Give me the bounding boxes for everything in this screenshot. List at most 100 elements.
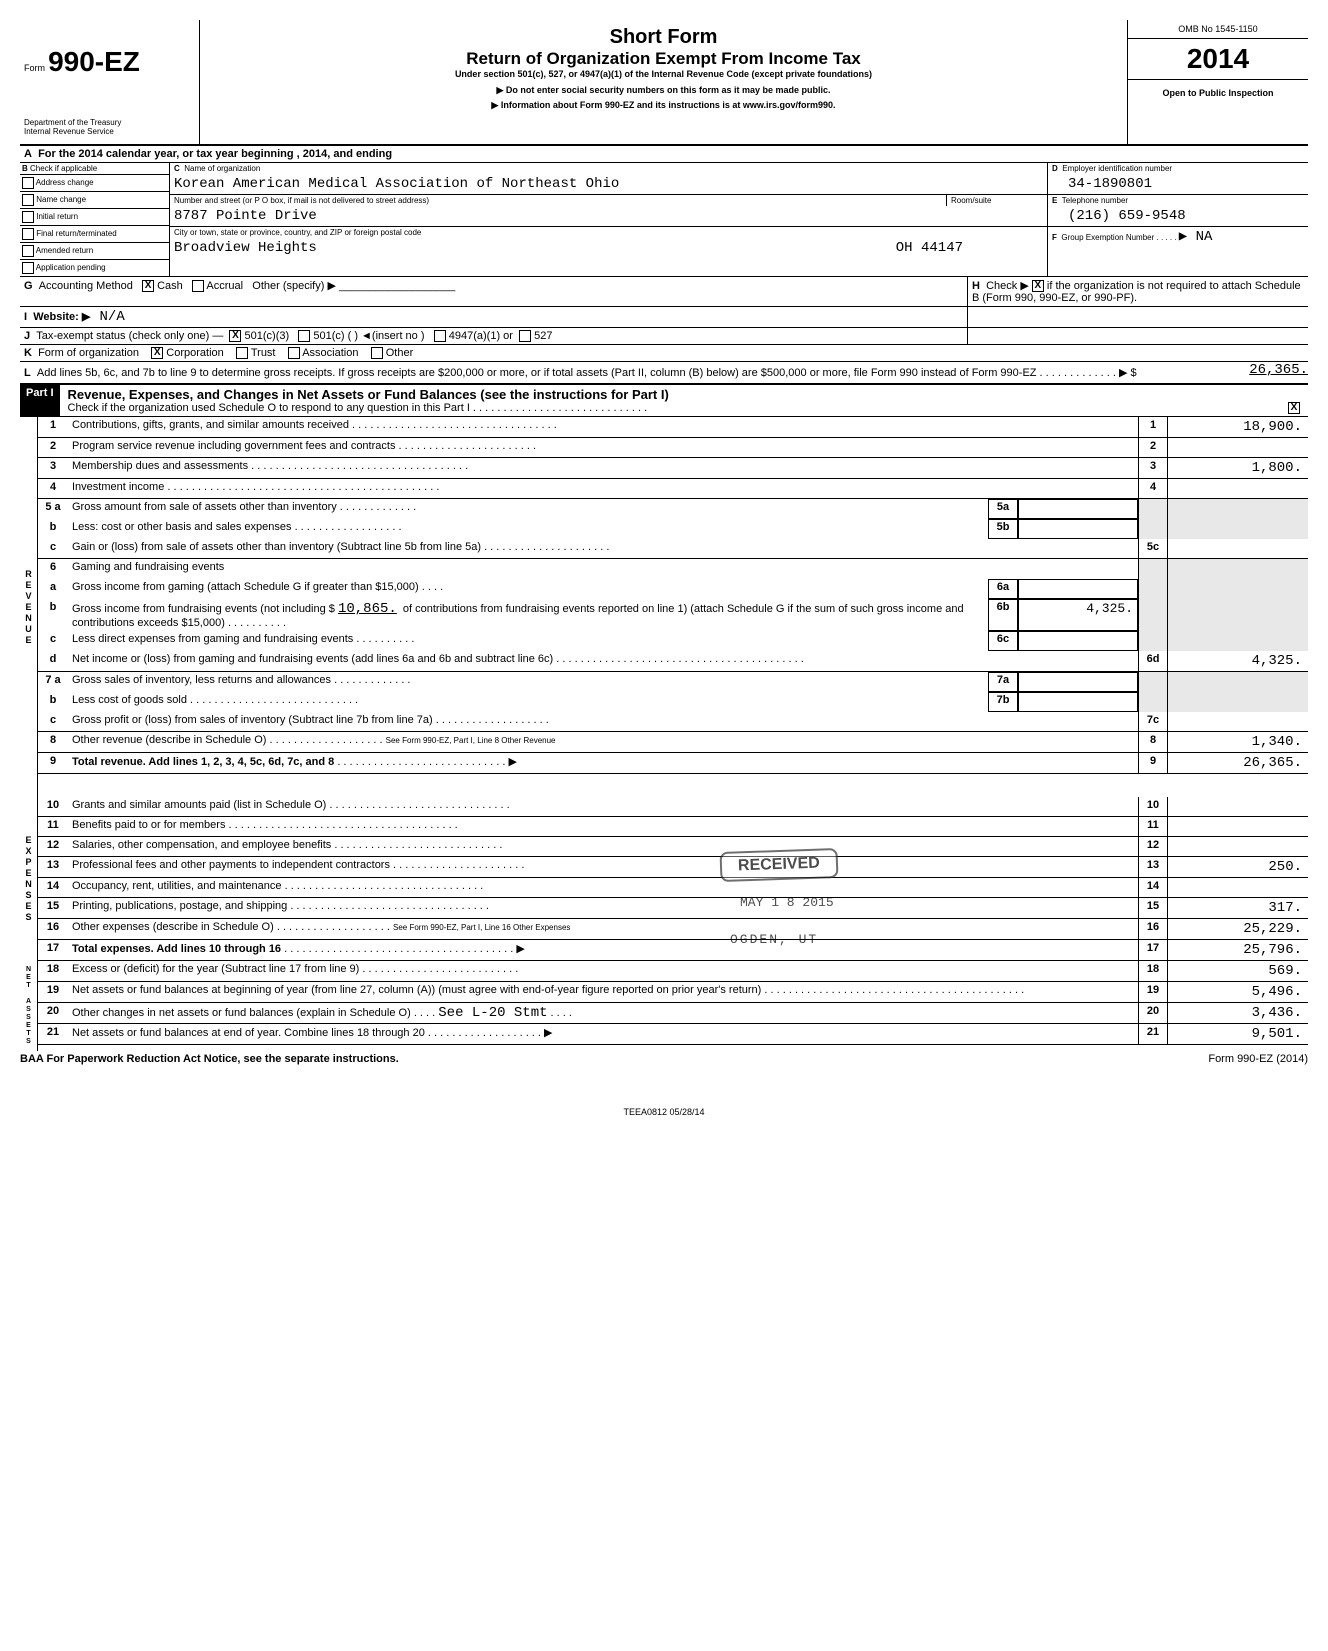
part1-checknote: Check if the organization used Schedule … [68, 402, 470, 414]
line-k: K Form of organization X Corporation Tru… [20, 344, 1308, 362]
line-1: 1 Contributions, gifts, grants, and simi… [38, 417, 1308, 438]
line-6b: b Gross income from fundraising events (… [38, 599, 1308, 631]
chk-pending[interactable] [22, 262, 34, 274]
l2-box: 2 [1138, 438, 1168, 457]
note-no-ssn: ▶ Do not enter social security numbers o… [210, 85, 1117, 96]
chk-name-change[interactable] [22, 194, 34, 206]
chk-addr-change[interactable] [22, 177, 34, 189]
l1-amt: 18,900. [1168, 417, 1308, 437]
side-netassets: NET ASSETS [20, 961, 38, 1051]
line-6a: a Gross income from gaming (attach Sched… [38, 579, 1308, 599]
chk-assoc[interactable] [288, 347, 300, 359]
irs-label: Internal Revenue Service [24, 127, 195, 136]
lbl-assoc: Association [302, 347, 358, 359]
l12-amt [1168, 837, 1308, 856]
group-exempt-value: ▶ NA [1179, 229, 1213, 245]
lbl-phone: Telephone number [1062, 196, 1128, 205]
lbl-side-net: NET ASSETS [25, 966, 32, 1046]
form-number: 990-EZ [48, 46, 140, 77]
line-4: 4 Investment income . . . . . . . . . . … [38, 479, 1308, 499]
lbl-cash: Cash [157, 280, 183, 292]
line-5a: 5 a Gross amount from sale of assets oth… [38, 499, 1308, 519]
line-10: 10 Grants and similar amounts paid (list… [38, 797, 1308, 817]
revenue-section: REVENUE 1 Contributions, gifts, grants, … [20, 417, 1308, 797]
lbl-side-revenue: REVENUE [24, 569, 34, 646]
stamp-date: MAY 1 8 2015 [740, 895, 834, 910]
l6c-ibox: 6c [988, 631, 1018, 651]
side-revenue: REVENUE [20, 417, 38, 797]
lbl-room: Room/suite [947, 195, 1047, 206]
form-header: Form 990-EZ Department of the Treasury I… [20, 20, 1308, 146]
line-19: 19 Net assets or fund balances at beginn… [38, 982, 1308, 1003]
part1-title: Revenue, Expenses, and Changes in Net As… [68, 387, 669, 402]
line-6: 6 Gaming and fundraising events [38, 559, 1308, 579]
l7c-box: 7c [1138, 712, 1168, 731]
l13-amt: 250. [1168, 857, 1308, 877]
l16-desc: Other expenses (describe in Schedule O) [72, 921, 274, 933]
net-assets-section: NET ASSETS 18 Excess or (deficit) for th… [20, 961, 1308, 1051]
l8-amt: 1,340. [1168, 732, 1308, 752]
l17-amt: 25,796. [1168, 940, 1308, 960]
form-label: Form [24, 63, 45, 73]
l9-desc: Total revenue. Add lines 1, 2, 3, 4, 5c,… [72, 756, 334, 768]
side-expenses: EXPENSES [20, 797, 38, 961]
l5c-desc: Gain or (loss) from sale of assets other… [72, 541, 481, 553]
chk-initial[interactable] [22, 211, 34, 223]
l7a-ibox: 7a [988, 672, 1018, 692]
line-a: A For the 2014 calendar year, or tax yea… [20, 146, 1308, 163]
tax-year: 2014 [1128, 39, 1308, 80]
l15-box: 15 [1138, 898, 1168, 918]
l20-desc: Other changes in net assets or fund bala… [72, 1007, 411, 1019]
l6c-desc: Less direct expenses from gaming and fun… [72, 633, 353, 645]
chk-501c3[interactable]: X [229, 330, 241, 342]
chk-4947[interactable] [434, 330, 446, 342]
l7c-amt [1168, 712, 1308, 731]
chk-trust[interactable] [236, 347, 248, 359]
line-13: 13 Professional fees and other payments … [38, 857, 1308, 878]
line-16: 16 Other expenses (describe in Schedule … [38, 919, 1308, 940]
l6c-iamt [1018, 631, 1138, 651]
chk-accrual[interactable] [192, 280, 204, 292]
lbl-name-change: Name change [36, 195, 86, 204]
lbl-accrual: Accrual [206, 280, 243, 292]
chk-final[interactable] [22, 228, 34, 240]
chk-527[interactable] [519, 330, 531, 342]
l6d-box: 6d [1138, 651, 1168, 671]
website-value: N/A [100, 309, 125, 325]
chk-cash[interactable]: X [142, 280, 154, 292]
phone-value: (216) 659-9548 [1048, 206, 1308, 227]
title-short: Short Form [210, 26, 1117, 49]
l5a-ibox: 5a [988, 499, 1018, 519]
l18-amt: 569. [1168, 961, 1308, 981]
title-main: Return of Organization Exempt From Incom… [210, 49, 1117, 69]
lbl-501c: 501(c) ( ) ◄(insert no ) [313, 330, 424, 342]
l12-box: 12 [1138, 837, 1168, 856]
omb-number: OMB No 1545-1150 [1128, 20, 1308, 39]
chk-h[interactable]: X [1032, 280, 1044, 292]
chk-other-org[interactable] [371, 347, 383, 359]
org-city: Broadview Heights [174, 240, 317, 256]
org-name: Korean American Medical Association of N… [170, 174, 1047, 195]
l14-box: 14 [1138, 878, 1168, 897]
l6a-iamt [1018, 579, 1138, 599]
l3-amt: 1,800. [1168, 458, 1308, 478]
lbl-addr-change: Address change [36, 178, 94, 187]
line-i: I Website: ▶ N/A [20, 306, 1308, 327]
l5c-box: 5c [1138, 539, 1168, 558]
l10-amt [1168, 797, 1308, 816]
chk-501c[interactable] [298, 330, 310, 342]
line-18: 18 Excess or (deficit) for the year (Sub… [38, 961, 1308, 982]
box-c: C Name of organization Korean American M… [170, 163, 1048, 276]
chk-corp[interactable]: X [151, 347, 163, 359]
l7b-iamt [1018, 692, 1138, 712]
chk-amended[interactable] [22, 245, 34, 257]
lbl-initial: Initial return [36, 212, 78, 221]
l17-box: 17 [1138, 940, 1168, 960]
l6b-contrib: 10,865. [338, 601, 397, 617]
l19-amt: 5,496. [1168, 982, 1308, 1002]
line-12: 12 Salaries, other compensation, and emp… [38, 837, 1308, 857]
l6d-amt: 4,325. [1168, 651, 1308, 671]
l21-box: 21 [1138, 1024, 1168, 1044]
l10-desc: Grants and similar amounts paid (list in… [72, 799, 326, 811]
chk-schedule-o[interactable]: X [1288, 402, 1300, 414]
